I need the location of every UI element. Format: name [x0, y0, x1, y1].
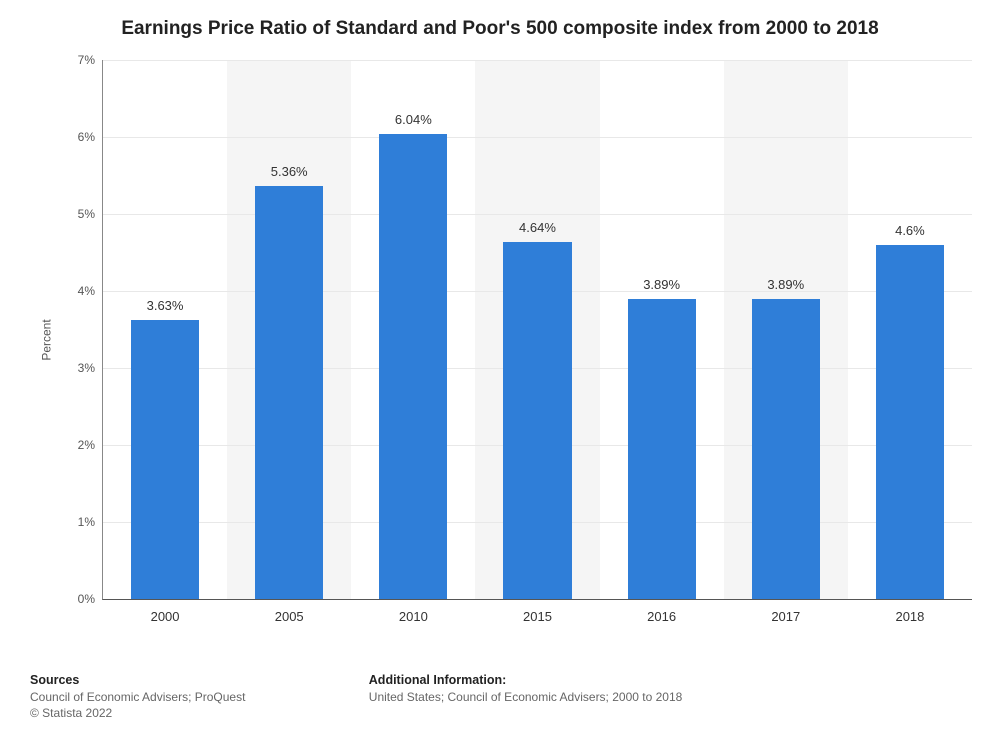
bar-value-label: 4.64% — [503, 220, 571, 235]
chart-title: Earnings Price Ratio of Standard and Poo… — [0, 0, 1000, 48]
x-tick-label: 2015 — [523, 599, 552, 624]
y-tick-label: 6% — [78, 130, 103, 144]
x-tick-label: 2010 — [399, 599, 428, 624]
gridline — [103, 60, 972, 61]
additional-info-block: Additional Information: United States; C… — [369, 673, 683, 705]
bar: 3.89% — [628, 299, 696, 599]
info-line: United States; Council of Economic Advis… — [369, 689, 683, 705]
sources-heading: Sources — [30, 673, 245, 687]
y-tick-label: 4% — [78, 284, 103, 298]
bar: 5.36% — [255, 186, 323, 599]
footer: Sources Council of Economic Advisers; Pr… — [30, 673, 970, 721]
bar-value-label: 5.36% — [255, 164, 323, 179]
info-heading: Additional Information: — [369, 673, 683, 687]
y-tick-label: 5% — [78, 207, 103, 221]
chart-area: Percent 0%1%2%3%4%5%6%7%3.63%20005.36%20… — [72, 60, 972, 620]
x-tick-label: 2017 — [771, 599, 800, 624]
y-tick-label: 1% — [78, 515, 103, 529]
sources-block: Sources Council of Economic Advisers; Pr… — [30, 673, 245, 721]
y-tick-label: 3% — [78, 361, 103, 375]
gridline — [103, 214, 972, 215]
x-tick-label: 2018 — [895, 599, 924, 624]
y-tick-label: 2% — [78, 438, 103, 452]
y-tick-label: 7% — [78, 53, 103, 67]
plot-area: 0%1%2%3%4%5%6%7%3.63%20005.36%20056.04%2… — [102, 60, 972, 600]
bar-value-label: 3.89% — [752, 277, 820, 292]
bar-value-label: 3.89% — [628, 277, 696, 292]
y-axis-label: Percent — [40, 319, 54, 360]
y-tick-label: 0% — [78, 592, 103, 606]
bar: 4.64% — [503, 242, 571, 599]
bar: 6.04% — [379, 134, 447, 599]
x-tick-label: 2005 — [275, 599, 304, 624]
sources-line: Council of Economic Advisers; ProQuest — [30, 689, 245, 705]
bar: 3.63% — [131, 320, 199, 600]
x-tick-label: 2000 — [151, 599, 180, 624]
gridline — [103, 137, 972, 138]
bar: 3.89% — [752, 299, 820, 599]
bar-value-label: 3.63% — [131, 298, 199, 313]
bar: 4.6% — [876, 245, 944, 599]
copyright-line: © Statista 2022 — [30, 705, 245, 721]
x-tick-label: 2016 — [647, 599, 676, 624]
bar-value-label: 4.6% — [876, 223, 944, 238]
bar-value-label: 6.04% — [379, 112, 447, 127]
